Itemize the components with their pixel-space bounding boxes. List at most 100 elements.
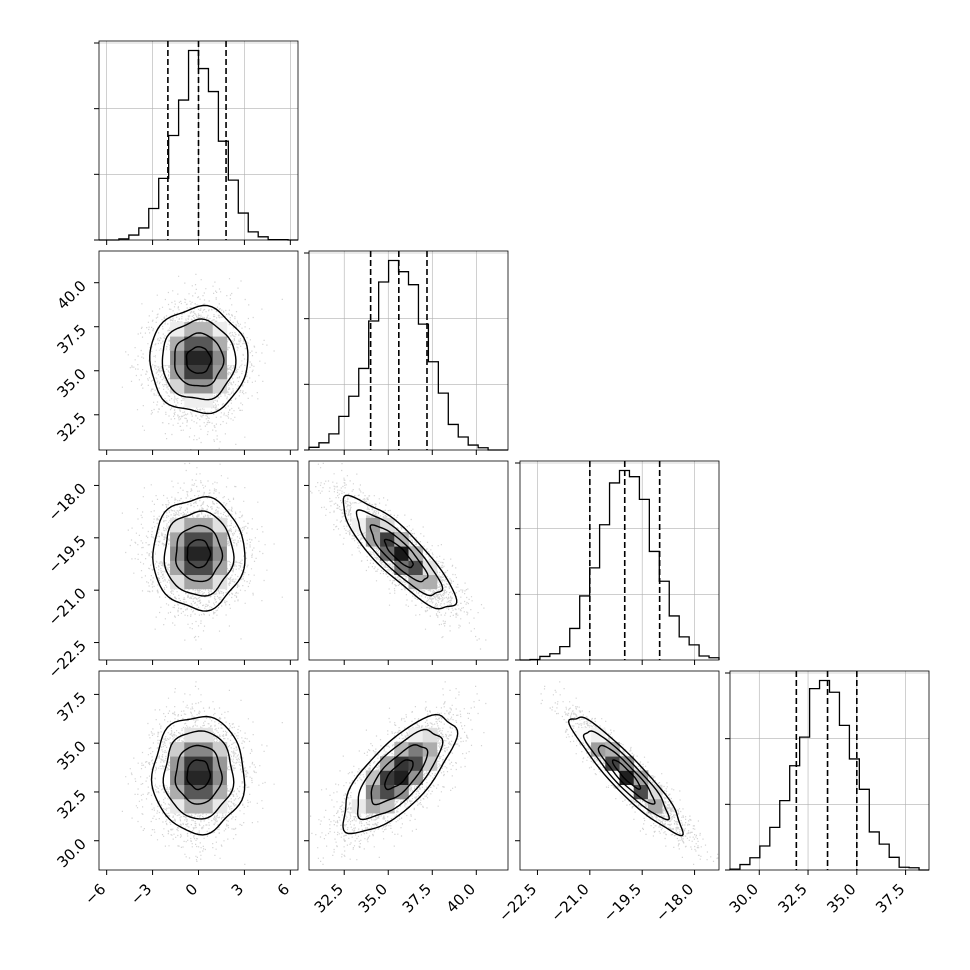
contour-line [384, 759, 414, 791]
contour-line [342, 713, 459, 835]
density-cell [212, 742, 228, 757]
contour-line [174, 744, 223, 805]
scatter-panel [519, 670, 720, 871]
histogram-step [729, 679, 929, 871]
x-tick-label: 40.0 [443, 880, 479, 916]
density-cell [184, 364, 199, 380]
density-cell [198, 393, 214, 408]
histogram-step [308, 259, 508, 451]
density-cell [184, 784, 199, 800]
density-cell [351, 503, 367, 519]
density-cell [212, 336, 228, 351]
scatter-panel [98, 670, 299, 871]
density-cell [155, 546, 171, 561]
density-cell [170, 784, 185, 800]
x-tick-label: 30.0 [726, 880, 762, 916]
density-cell [408, 560, 424, 576]
density-cell [170, 350, 185, 366]
y-tick-label: 32.5 [53, 409, 89, 445]
density-cell [380, 546, 395, 561]
density-cell [170, 546, 185, 561]
density-cell [198, 770, 214, 786]
panel-frame [308, 250, 509, 451]
density-cell [365, 532, 381, 547]
density-cell [184, 393, 199, 408]
contour-line [597, 744, 656, 805]
y-tick-label: 37.5 [53, 321, 89, 357]
scatter-panel [308, 670, 509, 871]
density-cell [591, 727, 606, 743]
scatter-panel [98, 460, 299, 661]
panel-frame [729, 670, 930, 871]
contour-line [149, 304, 249, 415]
density-cell [226, 350, 242, 366]
y-tick-label: −21.0 [45, 584, 90, 629]
contour-line [174, 332, 225, 387]
x-tick-label: 0 [182, 880, 201, 899]
contour-line [186, 759, 211, 791]
density-cell [351, 798, 367, 814]
contour-line [152, 495, 246, 612]
density-cell [619, 770, 635, 786]
contour-line [185, 346, 212, 374]
density-cell [647, 798, 663, 814]
contour-line [611, 759, 642, 790]
panel-frame [519, 460, 720, 661]
density-cell [170, 742, 185, 757]
density-cell [170, 364, 185, 380]
density-cell [394, 546, 409, 561]
contour-line [186, 538, 212, 569]
contour-line [161, 318, 237, 401]
density-cell [198, 756, 214, 771]
density-cell [184, 546, 199, 561]
y-tick-label: −18.0 [45, 480, 90, 525]
contour-line [567, 716, 684, 837]
density-cell [184, 378, 199, 394]
x-tick-label: 37.5 [872, 880, 908, 916]
density-cell [422, 574, 438, 590]
density-cell [365, 784, 381, 800]
density-cell [212, 770, 228, 786]
x-tick-label: −22.5 [495, 880, 540, 925]
density-cell [408, 546, 424, 561]
scatter-panel [98, 250, 299, 451]
x-tick-label: 37.5 [399, 880, 435, 916]
density-cell [184, 517, 199, 533]
histogram-step [520, 469, 720, 661]
y-tick-label: 32.5 [53, 786, 89, 822]
density-cell [365, 798, 381, 814]
y-tick-label: 30.0 [53, 835, 89, 871]
x-tick-label: −19.5 [600, 880, 645, 925]
y-tick-label: 37.5 [53, 689, 89, 725]
density-cell [212, 517, 228, 533]
density-cell [198, 784, 214, 800]
density-cell [394, 770, 409, 786]
contour-line [356, 728, 444, 821]
scatter-panel [308, 460, 509, 661]
density-cell [184, 727, 199, 743]
density-cell [394, 560, 409, 576]
density-cell [226, 770, 242, 786]
x-tick-label: 35.0 [823, 880, 859, 916]
x-tick-label: 32.5 [775, 880, 811, 916]
density-cell [212, 756, 228, 771]
density-cell [365, 770, 381, 786]
contour-line [163, 510, 235, 597]
density-cell [422, 742, 438, 757]
density-cell [394, 756, 409, 771]
density-cell [422, 727, 438, 743]
histogram-panel [308, 250, 509, 451]
density-cell [170, 322, 185, 337]
contour-line [369, 524, 429, 583]
density-cell [212, 560, 228, 576]
x-tick-label: −6 [81, 880, 109, 908]
panel-frame [519, 670, 720, 871]
density-cell [184, 532, 199, 547]
histogram-panel [729, 670, 930, 871]
y-tick-label: −19.5 [45, 532, 90, 577]
density-cell [198, 727, 214, 743]
x-tick-label: −21.0 [547, 880, 592, 925]
contour-line [342, 494, 458, 610]
panel-frame [308, 460, 509, 661]
